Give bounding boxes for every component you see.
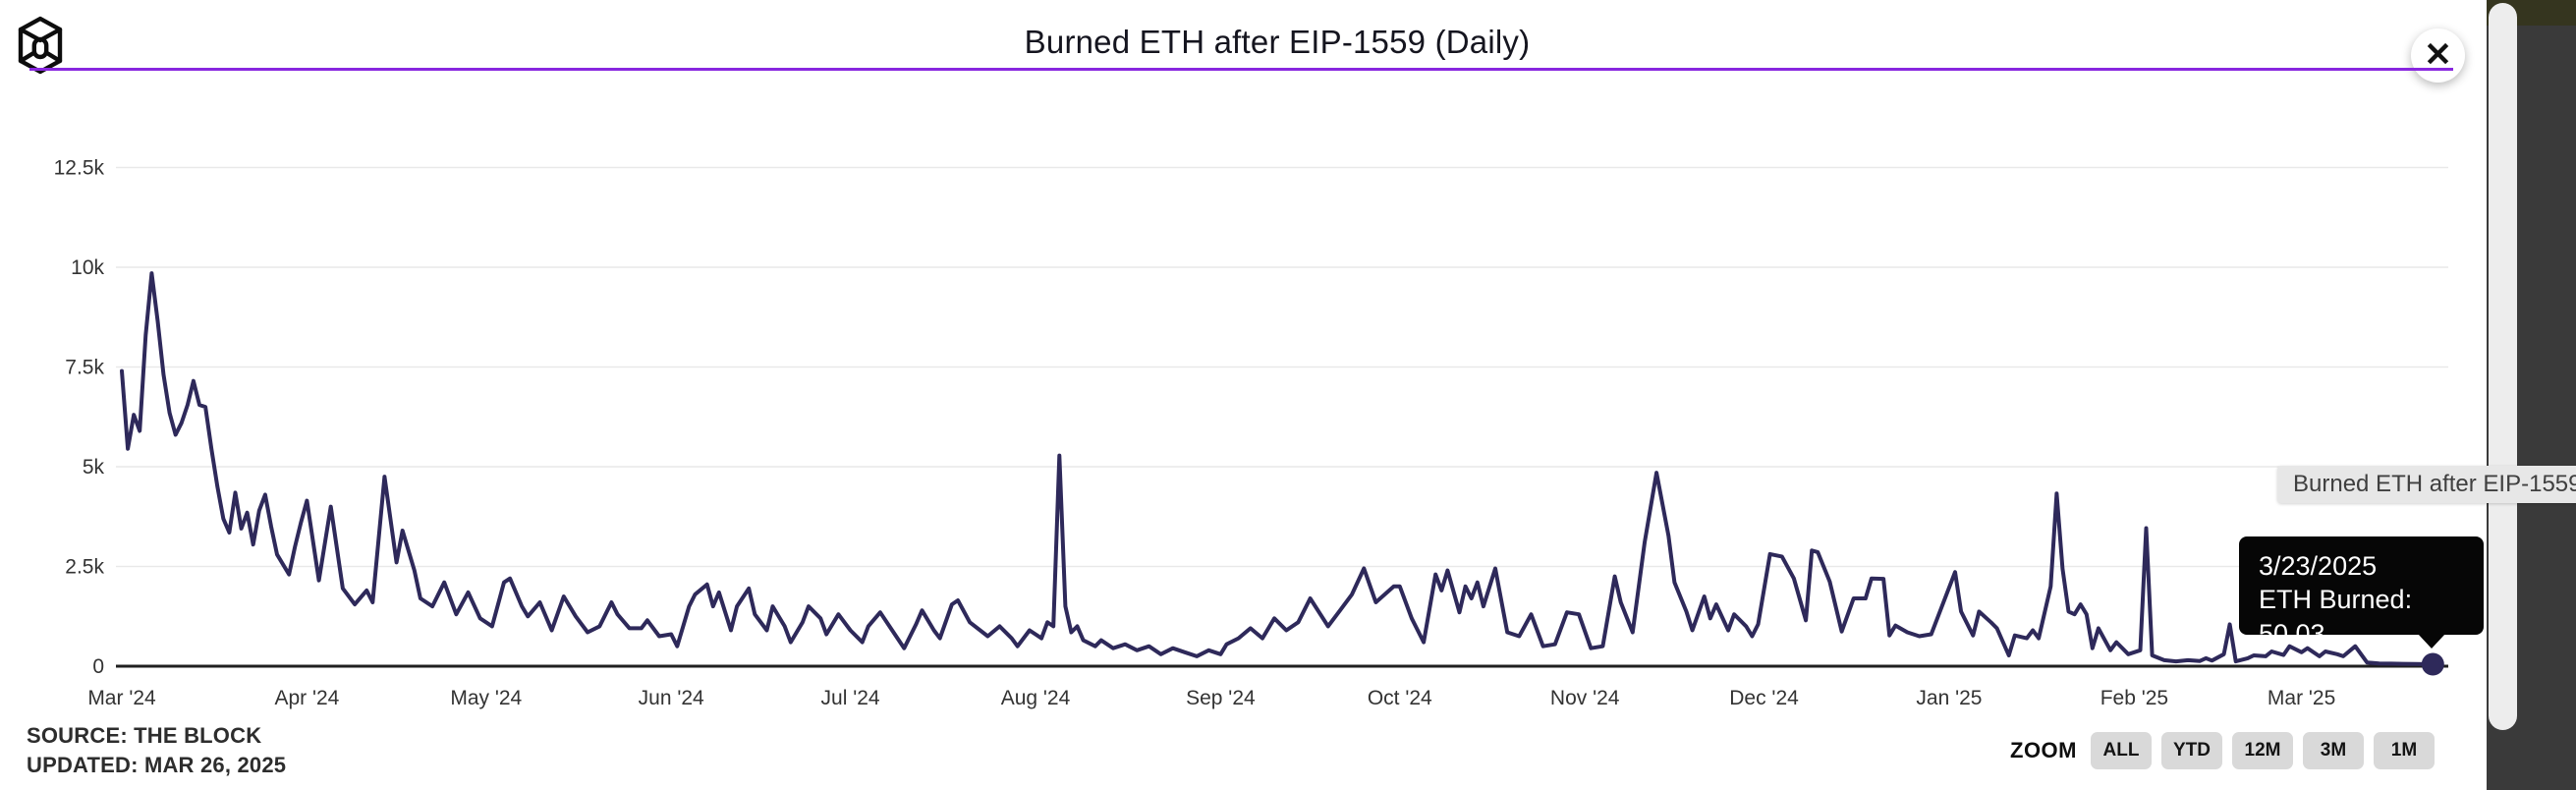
x-tick: May '24 [450, 687, 522, 709]
y-tick-2.5k: 2.5k [65, 556, 104, 579]
zoom-buttons: ALL YTD 12M 3M 1M [2091, 732, 2435, 769]
the-block-logo [18, 16, 63, 75]
selected-point-marker[interactable] [2421, 652, 2444, 676]
scrollbar[interactable] [2489, 3, 2517, 730]
burned-eth-series-line [120, 271, 2436, 666]
x-tick: Dec '24 [1729, 687, 1799, 709]
y-tick-12.5k: 12.5k [54, 157, 105, 180]
chart-tooltip: 3/23/2025 ETH Burned: 50.03 [2239, 536, 2484, 649]
x-tick: Jul '24 [821, 687, 880, 709]
y-tick-0: 0 [92, 655, 104, 678]
tooltip-date: 3/23/2025 [2259, 551, 2378, 581]
series-legend-chip: Burned ETH after EIP-1559 [2277, 466, 2576, 503]
chart-title: Burned ETH after EIP-1559 (Daily) [1024, 24, 1531, 60]
x-tick: Jun '24 [639, 687, 704, 709]
close-button[interactable]: ✕ [2411, 28, 2465, 83]
x-tick: Feb '25 [2100, 687, 2168, 709]
zoom-button-all[interactable]: ALL [2091, 732, 2152, 769]
x-tick: Mar '25 [2268, 687, 2335, 709]
x-tick: Apr '24 [274, 687, 339, 709]
source-block: SOURCE: THE BLOCK UPDATED: MAR 26, 2025 [27, 721, 286, 780]
chart-modal: Burned ETH after EIP-1559 (Daily) ✕ 0 2.5… [0, 0, 2487, 790]
tooltip-arrow [2418, 634, 2445, 649]
x-tick: Jan '25 [1916, 687, 1982, 709]
y-tick-5k: 5k [83, 456, 105, 479]
y-tick-10k: 10k [71, 256, 104, 279]
x-tick: Mar '24 [87, 687, 156, 709]
zoom-button-1m[interactable]: 1M [2374, 732, 2435, 769]
zoom-button-12m[interactable]: 12M [2232, 732, 2293, 769]
tooltip-value: ETH Burned: 50.03 [2259, 585, 2413, 649]
chart-plot[interactable]: 0 2.5k 5k 7.5k 10k 12.5k Mar '24 Apr '24 May '24… [0, 0, 2487, 790]
x-tick: Sep '24 [1186, 687, 1256, 709]
zoom-button-3m[interactable]: 3M [2303, 732, 2364, 769]
x-tick: Aug '24 [1001, 687, 1071, 709]
y-tick-7.5k: 7.5k [65, 357, 104, 379]
accent-divider [29, 68, 2453, 71]
zoom-label: ZOOM [2010, 738, 2077, 762]
x-tick: Oct '24 [1368, 687, 1432, 709]
updated-line: UPDATED: MAR 26, 2025 [27, 753, 287, 777]
zoom-button-ytd[interactable]: YTD [2161, 732, 2222, 769]
zoom-controls: ZOOM ALL YTD 12M 3M 1M [2010, 732, 2435, 769]
source-line: SOURCE: THE BLOCK [27, 723, 262, 748]
x-tick: Nov '24 [1550, 687, 1620, 709]
